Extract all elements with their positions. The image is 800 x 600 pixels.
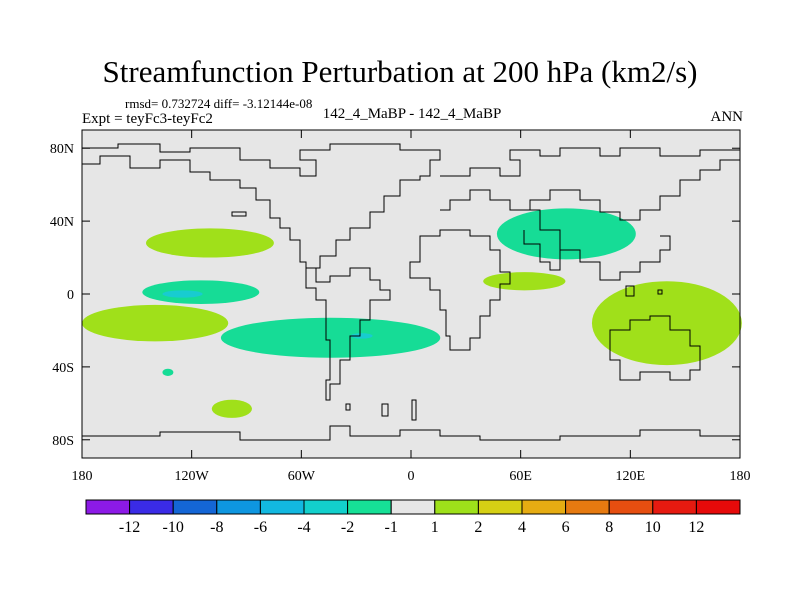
- colorbar-label: -12: [119, 519, 140, 536]
- x-tick-label: 120W: [175, 469, 210, 484]
- contour-region-positive-0: [145, 228, 274, 258]
- x-tick-label: 0: [408, 469, 415, 484]
- x-tick-label: 120E: [616, 469, 646, 484]
- colorbar-swatch: [172, 499, 218, 515]
- colorbar-label: 1: [431, 519, 439, 536]
- chart-title: Streamfunction Perturbation at 200 hPa (…: [102, 54, 698, 89]
- x-tick-label: 180: [730, 469, 751, 484]
- colorbar-swatch: [347, 499, 392, 515]
- colorbar-swatch: [259, 499, 305, 515]
- colorbar-label: 12: [688, 519, 704, 536]
- colorbar-label: 6: [562, 519, 570, 536]
- colorbar-swatch: [85, 499, 131, 515]
- colorbar-swatch: [521, 499, 567, 515]
- y-tick-label: 0: [67, 288, 74, 303]
- season-label: ANN: [710, 109, 744, 125]
- axis-ticks: 180 120W 60W 0 60E 120E 180 80N 40N 0 40S 80S: [50, 130, 751, 484]
- colorbar-label: -8: [210, 519, 223, 536]
- contour-region-negative-6: [162, 368, 174, 376]
- contour-region-positive-10: [591, 281, 742, 366]
- colorbar-label: 8: [605, 519, 613, 536]
- contour-region-negative-1: [142, 280, 260, 305]
- experiment-label: Expt = teyFc3-teyFc2: [82, 111, 213, 127]
- y-tick-label: 40S: [52, 361, 74, 376]
- y-tick-label: 80N: [50, 142, 74, 157]
- colorbar-swatch: [434, 499, 479, 515]
- colorbar-swatch: [652, 499, 697, 515]
- colorbar-label: -1: [385, 519, 398, 536]
- contour-region-negative-5: [350, 333, 373, 339]
- colorbar-swatch: [303, 499, 349, 515]
- colorbar-label: -6: [254, 519, 267, 536]
- colorbar-swatch: [129, 499, 174, 515]
- colorbar-label: -10: [163, 519, 184, 536]
- coastlines: [82, 143, 740, 441]
- x-tick-label: 60E: [509, 469, 532, 484]
- y-tick-label: 80S: [52, 434, 74, 449]
- contour-region-negative-2: [162, 290, 203, 298]
- colorbar-swatch: [216, 499, 261, 515]
- y-tick-label: 40N: [50, 215, 74, 230]
- contour-region-negative-4: [220, 317, 441, 358]
- case-label: 142_4_MaBP - 142_4_MaBP: [322, 106, 502, 122]
- contour-region-positive-9: [483, 272, 566, 291]
- colorbar-label: -2: [341, 519, 354, 536]
- contour-regions: [82, 208, 742, 418]
- x-tick-label: 60W: [288, 469, 316, 484]
- stats-line: rmsd= 0.732724 diff= -3.12144e-08: [125, 96, 313, 111]
- colorbar-swatch: [477, 499, 523, 515]
- contour-region-positive-3: [82, 304, 229, 342]
- colorbar-swatch: [608, 499, 654, 515]
- colorbar: -12 -10 -8 -6 -4 -2 -1 1 2 4 6 8 10 12: [85, 499, 741, 536]
- contour-region-positive-7: [211, 399, 252, 418]
- x-tick-label: 180: [72, 469, 93, 484]
- colorbar-label: 10: [645, 519, 661, 536]
- colorbar-swatch: [695, 499, 741, 515]
- colorbar-label: 2: [474, 519, 482, 536]
- contour-region-negative-8: [496, 208, 636, 260]
- colorbar-swatch: [390, 499, 436, 515]
- colorbar-swatch: [565, 499, 610, 515]
- colorbar-label: 4: [518, 519, 526, 536]
- colorbar-label: -4: [297, 519, 310, 536]
